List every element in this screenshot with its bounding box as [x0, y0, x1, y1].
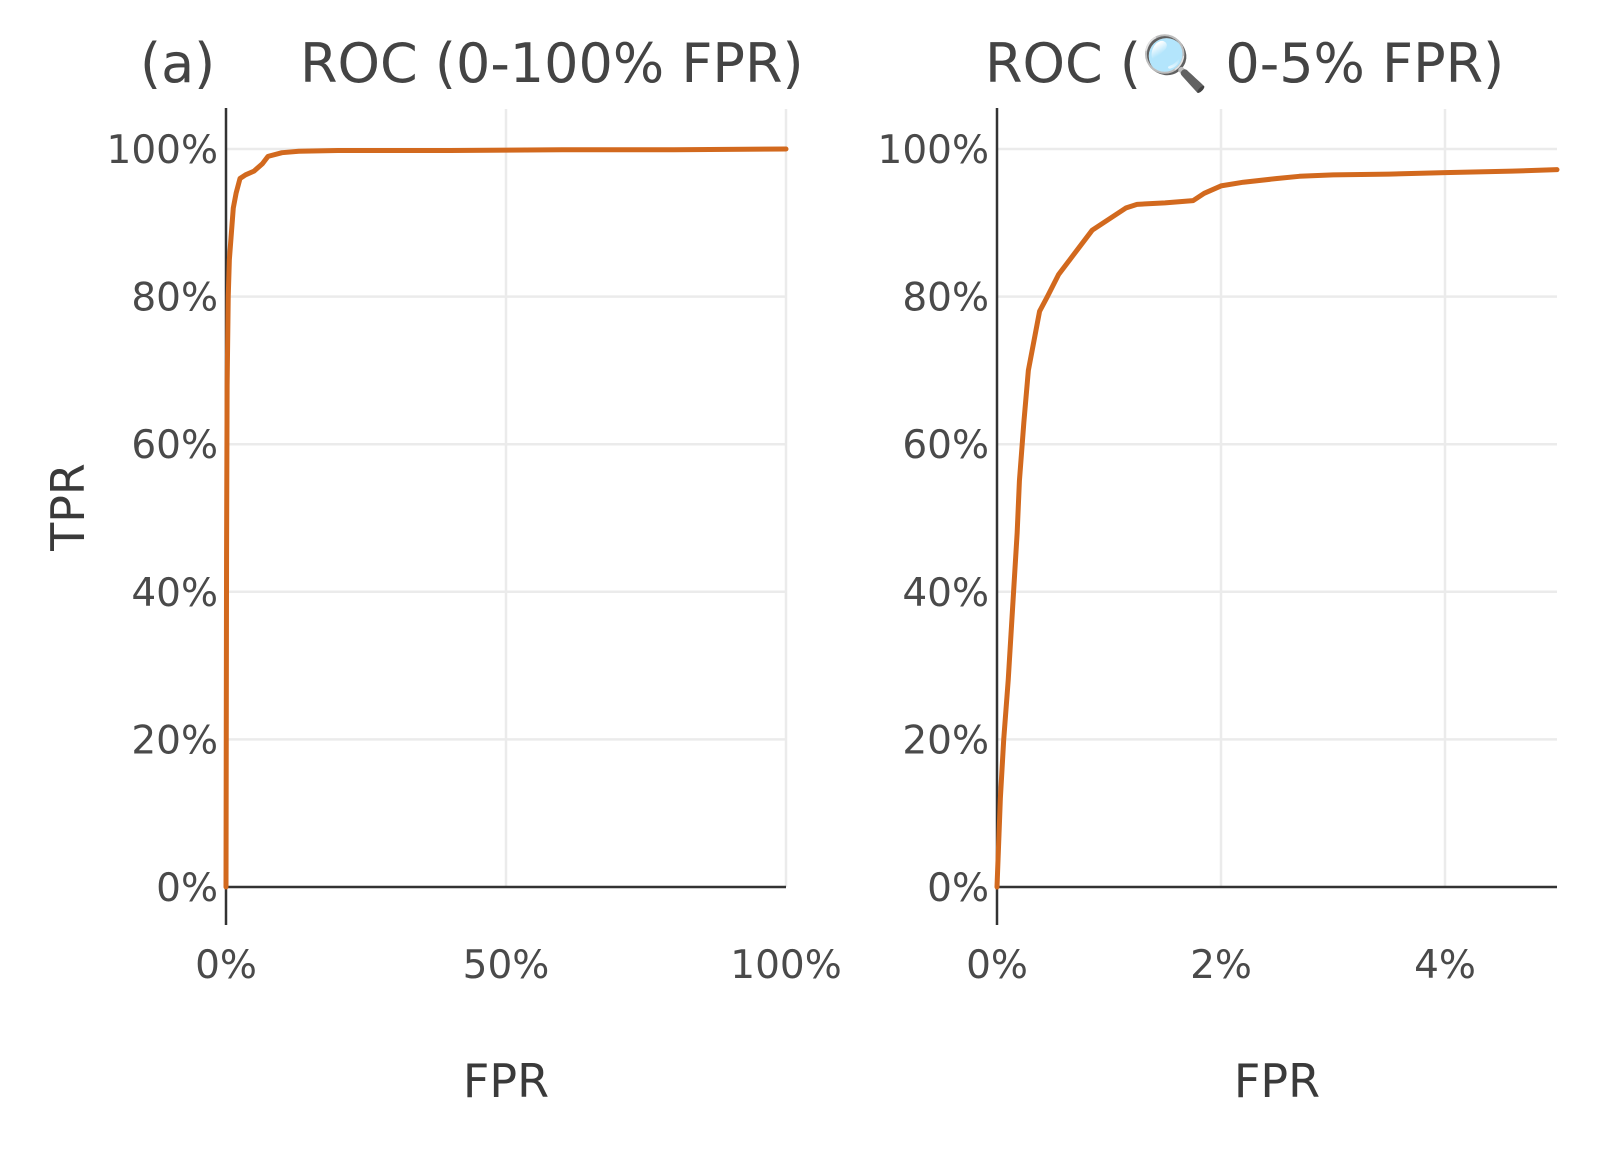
left-x-ticks: 0% 50% 100% — [195, 943, 842, 988]
left-chart-title: ROC (0-100% FPR) — [300, 32, 804, 95]
right-y-tick-label: 0% — [927, 866, 989, 911]
right-y-tick-label: 40% — [902, 571, 989, 616]
right-x-tick-label: 4% — [1414, 943, 1476, 988]
right-y-tick-label: 100% — [878, 128, 990, 173]
left-y-tick-label: 0% — [156, 866, 218, 911]
left-x-tick-label: 50% — [463, 943, 550, 988]
right-y-tick-label: 60% — [902, 423, 989, 468]
right-roc-curve — [994, 167, 1560, 890]
right-y-ticks: 0% 20% 40% 60% 80% 100% — [878, 128, 990, 911]
right-x-ticks: 0% 2% 4% — [966, 943, 1476, 988]
left-x-tick-label: 100% — [730, 943, 842, 988]
y-axis-label: TPR — [41, 463, 95, 552]
left-roc-series-line — [223, 146, 789, 890]
right-roc-series-line — [994, 167, 1560, 890]
left-y-tick-label: 20% — [131, 718, 218, 763]
right-axes — [995, 108, 1557, 925]
left-y-ticks: 0% 20% 40% 60% 80% 100% — [107, 128, 219, 911]
left-roc-panel: 0% 20% 40% 60% 80% 100% 0% 50% 100% FPR — [107, 108, 842, 1108]
right-chart-title: ROC (🔍 0-5% FPR) — [985, 29, 1504, 95]
right-gridlines — [997, 109, 1557, 887]
left-y-tick-label: 100% — [107, 128, 219, 173]
right-roc-panel: 0% 20% 40% 60% 80% 100% 0% 2% 4% FPR — [878, 108, 1560, 1108]
left-x-axis-label: FPR — [463, 1054, 549, 1108]
right-x-tick-label: 0% — [966, 943, 1028, 988]
right-x-tick-label: 2% — [1190, 943, 1252, 988]
left-y-tick-label: 60% — [131, 423, 218, 468]
right-y-tick-label: 80% — [902, 276, 989, 321]
right-y-tick-label: 20% — [902, 718, 989, 763]
left-y-tick-label: 80% — [131, 276, 218, 321]
left-x-tick-label: 0% — [195, 943, 257, 988]
left-y-tick-label: 40% — [131, 571, 218, 616]
panel-label: (a) — [140, 32, 215, 95]
right-x-axis-label: FPR — [1234, 1054, 1320, 1108]
left-roc-curve — [223, 146, 789, 890]
left-gridlines — [226, 109, 788, 887]
